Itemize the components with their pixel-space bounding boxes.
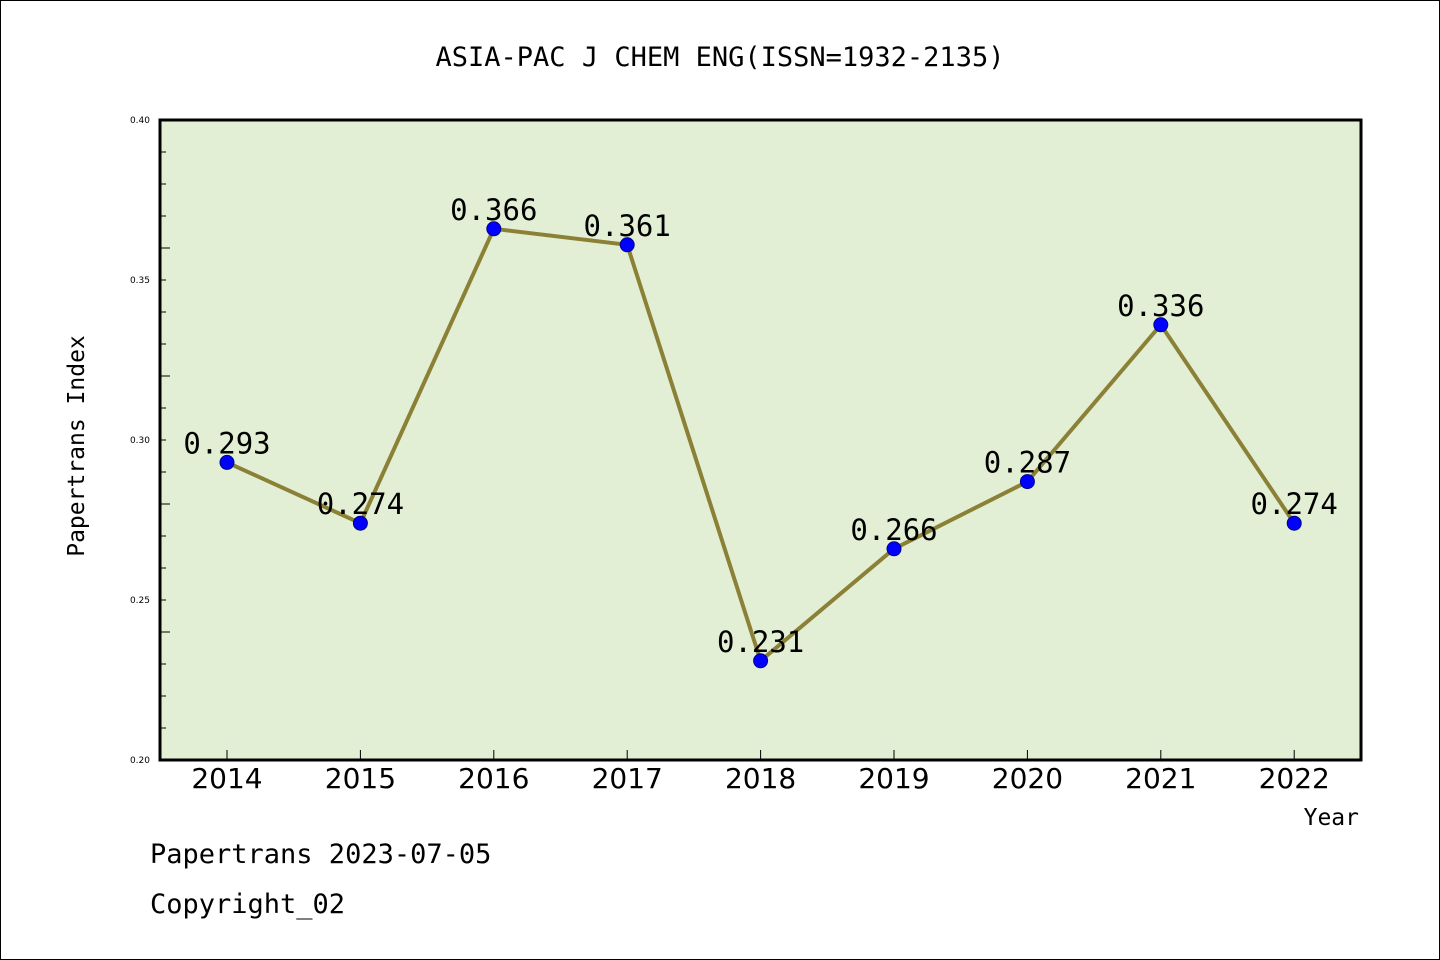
data-label: 0.231	[717, 625, 804, 659]
y-axis: 0.20 0.25 0.30 0.35 0.40	[130, 116, 170, 766]
series-layer: 0.293 0.274 0.366 0.361 0.231 0.266 0.287 0.336…	[183, 193, 1338, 669]
data-label: 0.287	[984, 446, 1071, 480]
data-point	[352, 515, 368, 531]
data-label: 0.293	[183, 426, 270, 460]
data-label: 0.274	[1251, 487, 1338, 521]
x-tick-label: 2017	[592, 762, 663, 795]
x-tick-label: 2016	[458, 762, 529, 795]
data-label: 0.266	[850, 513, 937, 547]
footer-copyright: Copyright_02	[150, 889, 345, 920]
x-tick-label: 2014	[191, 762, 262, 795]
data-point	[753, 653, 769, 669]
x-tick-label: 2018	[725, 762, 796, 795]
x-tick-label: 2021	[1125, 762, 1196, 795]
data-point	[619, 237, 635, 253]
data-point	[1153, 317, 1169, 333]
y-axis-label: Papertrans Index	[64, 335, 90, 557]
data-point	[1286, 515, 1302, 531]
x-tick-label: 2015	[325, 762, 396, 795]
chart-title: ASIA-PAC J CHEM ENG(ISSN=1932-2135)	[436, 42, 1005, 73]
data-label: 0.274	[317, 487, 404, 521]
y-tick-label: 0.25	[130, 596, 150, 606]
footer-date: Papertrans 2023-07-05	[150, 839, 491, 870]
y-tick-label: 0.30	[130, 436, 150, 446]
data-point	[486, 221, 502, 237]
y-tick-label: 0.40	[130, 116, 150, 126]
data-point	[886, 541, 902, 557]
x-tick-label: 2022	[1259, 762, 1330, 795]
x-tick-label: 2019	[858, 762, 929, 795]
x-axis: 2014 2015 2016 2017 2018 2019 2020 2021 2022	[191, 750, 1330, 795]
data-label: 0.361	[584, 209, 671, 243]
y-tick-label: 0.35	[130, 276, 150, 286]
y-tick-label: 0.20	[130, 756, 150, 766]
x-axis-label: Year	[1304, 805, 1359, 831]
x-tick-label: 2020	[992, 762, 1063, 795]
data-point	[1019, 474, 1035, 490]
data-point	[219, 454, 235, 470]
data-label: 0.336	[1117, 289, 1204, 323]
data-label: 0.366	[450, 193, 537, 227]
